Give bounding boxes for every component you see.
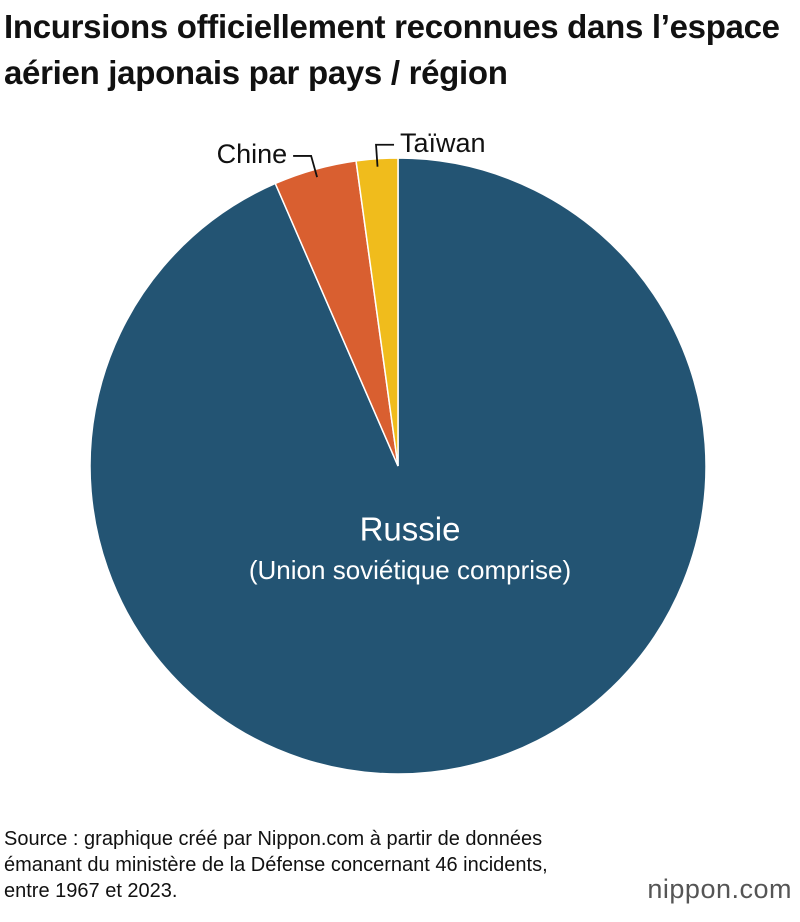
chart-title: Incursions officiellement reconnues dans… xyxy=(4,8,780,91)
slice-label: Russie xyxy=(360,511,461,548)
slice-label: Chine xyxy=(217,139,288,169)
slice-label: Taïwan xyxy=(400,128,486,158)
source-note: Source : graphique créé par Nippon.com à… xyxy=(4,828,548,902)
leader-line xyxy=(375,143,395,167)
slice-annotation: (Union soviétique comprise) xyxy=(249,555,571,585)
leader-line xyxy=(293,155,318,178)
logo: nippon.com xyxy=(647,874,792,904)
